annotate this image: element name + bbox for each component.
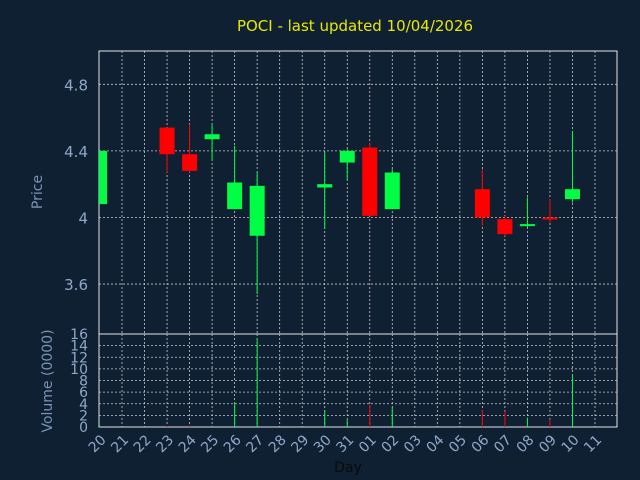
candle-body [339,150,355,163]
volume-tick-label: 10 [70,362,88,378]
x-tick-label: 08 [514,432,538,456]
chart-title: POCI - last updated 10/04/2026 [237,17,473,35]
grid-lines [99,51,617,427]
x-tick-label: 04 [424,432,448,456]
candle-body [474,189,490,218]
candle-body [182,154,198,171]
candle-body [564,189,580,200]
tick-labels: 2021222324252627282930310102030405060708… [64,76,605,456]
candle-body [519,224,535,227]
x-tick-label: 02 [378,432,402,456]
volume-tick-label: 16 [70,327,88,343]
price-plot-area [98,50,618,335]
volume-tick-label: 12 [70,350,88,366]
volume-tick-label: 2 [79,408,88,424]
price-tick-label: 4.4 [64,143,88,161]
x-tick-label: 09 [536,432,560,456]
x-tick-label: 05 [446,432,470,456]
x-tick-label: 27 [243,432,267,456]
price-tick-label: 4 [78,209,88,227]
x-tick-label: 21 [108,432,132,456]
candle-body [159,127,175,155]
candle-body [542,217,558,220]
candle-body [317,184,333,188]
candle-body [384,172,400,210]
x-tick-label: 07 [491,432,515,456]
x-tick-label: 10 [559,432,583,456]
x-tick-label: 11 [581,432,605,456]
candle-body [249,185,265,236]
candle-body [362,147,378,216]
x-tick-label: 29 [288,432,312,456]
price-tick-label: 3.6 [64,276,88,294]
x-tick-label: 20 [86,432,110,456]
x-tick-label: 06 [469,432,493,456]
volume-tick-label: 14 [70,339,88,355]
x-tick-label: 22 [131,432,155,456]
x-tick-label: 25 [198,432,222,456]
candle-body [227,182,243,210]
x-tick-label: 31 [333,432,357,456]
candle-body [204,134,220,140]
volume-tick-label: 6 [79,385,88,401]
x-tick-label: 26 [221,432,245,456]
x-tick-label: 28 [266,432,290,456]
x-tick-label: 24 [176,432,200,456]
x-tick-label: 30 [311,432,335,456]
volume-tick-label: 8 [79,374,88,390]
volume-axis-label: Volume (0000) [40,329,56,432]
candle-body [497,219,513,235]
volume-tick-label: 0 [79,420,88,436]
price-tick-label: 4.8 [64,76,88,94]
volume-bars [99,338,573,427]
candlesticks [99,124,580,295]
x-tick-label: 23 [153,432,177,456]
volume-tick-label: 4 [79,397,88,413]
price-axis-label: Price [30,175,46,209]
x-tick-label: 03 [401,432,425,456]
x-axis-label: Day [334,460,362,476]
candle-body [99,150,107,205]
x-tick-label: 01 [356,432,380,456]
